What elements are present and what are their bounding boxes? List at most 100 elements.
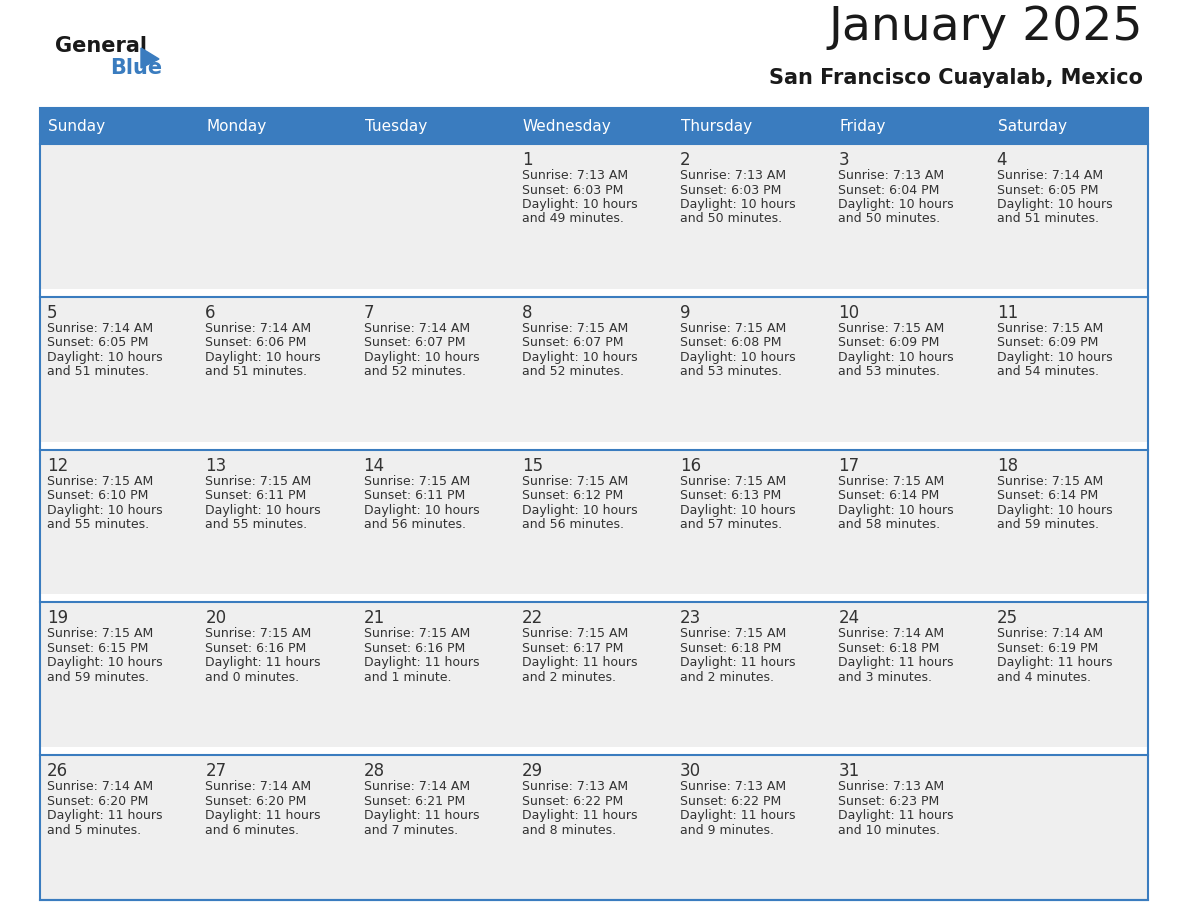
Bar bbox=[832, 756, 990, 900]
Text: Tuesday: Tuesday bbox=[365, 118, 426, 133]
Bar bbox=[990, 450, 1148, 594]
Text: Daylight: 11 hours: Daylight: 11 hours bbox=[206, 809, 321, 823]
Bar bbox=[674, 756, 832, 900]
Bar bbox=[356, 108, 514, 144]
Text: 27: 27 bbox=[206, 762, 227, 780]
Text: 6: 6 bbox=[206, 304, 216, 322]
Text: and 5 minutes.: and 5 minutes. bbox=[48, 823, 141, 836]
Bar bbox=[198, 108, 356, 144]
Bar bbox=[832, 297, 990, 442]
Text: 18: 18 bbox=[997, 456, 1018, 475]
Text: Daylight: 10 hours: Daylight: 10 hours bbox=[997, 351, 1112, 364]
Text: Daylight: 11 hours: Daylight: 11 hours bbox=[364, 809, 479, 823]
Text: and 10 minutes.: and 10 minutes. bbox=[839, 823, 941, 836]
Bar bbox=[198, 450, 356, 594]
Bar bbox=[990, 602, 1148, 747]
Text: 24: 24 bbox=[839, 610, 860, 627]
Text: Daylight: 10 hours: Daylight: 10 hours bbox=[48, 504, 163, 517]
Text: and 49 minutes.: and 49 minutes. bbox=[522, 212, 624, 226]
Text: 19: 19 bbox=[48, 610, 68, 627]
Text: and 4 minutes.: and 4 minutes. bbox=[997, 671, 1091, 684]
Text: Sunrise: 7:14 AM: Sunrise: 7:14 AM bbox=[364, 322, 469, 335]
Text: Daylight: 10 hours: Daylight: 10 hours bbox=[681, 198, 796, 211]
Text: Sunset: 6:07 PM: Sunset: 6:07 PM bbox=[364, 336, 465, 350]
Text: Sunset: 6:10 PM: Sunset: 6:10 PM bbox=[48, 489, 148, 502]
Text: Sunset: 6:12 PM: Sunset: 6:12 PM bbox=[522, 489, 624, 502]
Bar bbox=[832, 602, 990, 747]
Text: Sunrise: 7:15 AM: Sunrise: 7:15 AM bbox=[206, 475, 311, 487]
Text: 17: 17 bbox=[839, 456, 860, 475]
Bar bbox=[40, 108, 1148, 900]
Bar bbox=[674, 450, 832, 594]
Text: Daylight: 10 hours: Daylight: 10 hours bbox=[997, 504, 1112, 517]
Text: 4: 4 bbox=[997, 151, 1007, 169]
Bar bbox=[990, 756, 1148, 900]
Text: Sunrise: 7:14 AM: Sunrise: 7:14 AM bbox=[997, 627, 1102, 641]
Text: 20: 20 bbox=[206, 610, 227, 627]
Text: 8: 8 bbox=[522, 304, 532, 322]
Text: Daylight: 11 hours: Daylight: 11 hours bbox=[839, 656, 954, 669]
Bar bbox=[514, 602, 674, 747]
Text: 28: 28 bbox=[364, 762, 385, 780]
Text: Sunrise: 7:15 AM: Sunrise: 7:15 AM bbox=[997, 475, 1102, 487]
Text: Sunset: 6:14 PM: Sunset: 6:14 PM bbox=[997, 489, 1098, 502]
Text: Wednesday: Wednesday bbox=[523, 118, 612, 133]
Bar bbox=[356, 144, 514, 289]
Text: Sunset: 6:14 PM: Sunset: 6:14 PM bbox=[839, 489, 940, 502]
Text: 2: 2 bbox=[681, 151, 690, 169]
Text: Daylight: 10 hours: Daylight: 10 hours bbox=[839, 198, 954, 211]
Text: Sunrise: 7:15 AM: Sunrise: 7:15 AM bbox=[997, 322, 1102, 335]
Text: Daylight: 10 hours: Daylight: 10 hours bbox=[681, 504, 796, 517]
Text: 11: 11 bbox=[997, 304, 1018, 322]
Text: Daylight: 11 hours: Daylight: 11 hours bbox=[206, 656, 321, 669]
Text: Sunrise: 7:15 AM: Sunrise: 7:15 AM bbox=[522, 475, 628, 487]
Text: Sunset: 6:19 PM: Sunset: 6:19 PM bbox=[997, 642, 1098, 655]
Text: and 1 minute.: and 1 minute. bbox=[364, 671, 451, 684]
Bar bbox=[356, 756, 514, 900]
Text: Sunset: 6:20 PM: Sunset: 6:20 PM bbox=[206, 795, 307, 808]
Text: and 56 minutes.: and 56 minutes. bbox=[522, 518, 624, 532]
Text: Daylight: 11 hours: Daylight: 11 hours bbox=[522, 656, 637, 669]
Text: Sunset: 6:11 PM: Sunset: 6:11 PM bbox=[206, 489, 307, 502]
Text: and 52 minutes.: and 52 minutes. bbox=[364, 365, 466, 378]
Text: and 55 minutes.: and 55 minutes. bbox=[206, 518, 308, 532]
Bar bbox=[990, 297, 1148, 442]
Text: 21: 21 bbox=[364, 610, 385, 627]
Bar bbox=[40, 450, 198, 594]
Bar bbox=[674, 297, 832, 442]
Text: 12: 12 bbox=[48, 456, 68, 475]
Text: Sunset: 6:21 PM: Sunset: 6:21 PM bbox=[364, 795, 465, 808]
Text: San Francisco Cuayalab, Mexico: San Francisco Cuayalab, Mexico bbox=[769, 68, 1143, 88]
Text: Sunrise: 7:14 AM: Sunrise: 7:14 AM bbox=[48, 322, 153, 335]
Text: Daylight: 10 hours: Daylight: 10 hours bbox=[364, 351, 479, 364]
Text: Daylight: 11 hours: Daylight: 11 hours bbox=[522, 809, 637, 823]
Text: 10: 10 bbox=[839, 304, 860, 322]
Text: Sunrise: 7:13 AM: Sunrise: 7:13 AM bbox=[522, 169, 628, 182]
Text: Daylight: 11 hours: Daylight: 11 hours bbox=[997, 656, 1112, 669]
Text: and 59 minutes.: and 59 minutes. bbox=[997, 518, 1099, 532]
Text: Daylight: 10 hours: Daylight: 10 hours bbox=[997, 198, 1112, 211]
Text: and 3 minutes.: and 3 minutes. bbox=[839, 671, 933, 684]
Text: 1: 1 bbox=[522, 151, 532, 169]
Text: Daylight: 11 hours: Daylight: 11 hours bbox=[681, 656, 796, 669]
Text: Sunrise: 7:14 AM: Sunrise: 7:14 AM bbox=[48, 780, 153, 793]
Polygon shape bbox=[141, 48, 159, 68]
Text: 29: 29 bbox=[522, 762, 543, 780]
Text: January 2025: January 2025 bbox=[828, 5, 1143, 50]
Text: and 59 minutes.: and 59 minutes. bbox=[48, 671, 148, 684]
Text: Sunrise: 7:15 AM: Sunrise: 7:15 AM bbox=[681, 475, 786, 487]
Text: Sunrise: 7:15 AM: Sunrise: 7:15 AM bbox=[522, 322, 628, 335]
Text: Monday: Monday bbox=[207, 118, 266, 133]
Text: Sunset: 6:20 PM: Sunset: 6:20 PM bbox=[48, 795, 148, 808]
Text: 22: 22 bbox=[522, 610, 543, 627]
Text: 16: 16 bbox=[681, 456, 701, 475]
Text: and 0 minutes.: and 0 minutes. bbox=[206, 671, 299, 684]
Text: Sunrise: 7:14 AM: Sunrise: 7:14 AM bbox=[997, 169, 1102, 182]
Text: and 58 minutes.: and 58 minutes. bbox=[839, 518, 941, 532]
Text: and 2 minutes.: and 2 minutes. bbox=[681, 671, 775, 684]
Text: and 51 minutes.: and 51 minutes. bbox=[997, 212, 1099, 226]
Text: and 2 minutes.: and 2 minutes. bbox=[522, 671, 615, 684]
Text: and 50 minutes.: and 50 minutes. bbox=[839, 212, 941, 226]
Bar bbox=[514, 450, 674, 594]
Text: 3: 3 bbox=[839, 151, 849, 169]
